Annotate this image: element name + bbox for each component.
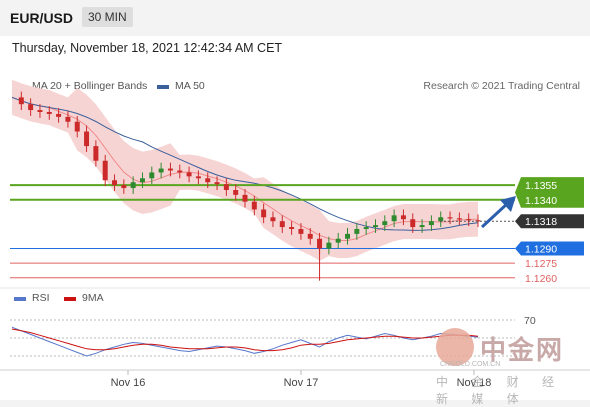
resistance-tag-label: 1.1355 xyxy=(525,180,557,192)
candle-body xyxy=(46,112,52,114)
rsi-legend-swatch xyxy=(14,297,26,301)
timestamp: Thursday, November 18, 2021 12:42:34 AM … xyxy=(12,41,283,55)
candle-body xyxy=(438,217,444,222)
candle-body xyxy=(400,215,406,220)
bb-legend-label: MA 20 + Bollinger Bands xyxy=(32,80,148,92)
candle-body xyxy=(74,121,80,132)
candle-body xyxy=(214,182,220,185)
candle-body xyxy=(326,242,332,249)
candle-body xyxy=(28,104,34,111)
candle-body xyxy=(354,229,360,234)
x-axis-label: Nov 16 xyxy=(111,377,146,389)
candle-body xyxy=(167,168,173,171)
forecast-arrow xyxy=(480,201,510,229)
x-axis-label: Nov 18 xyxy=(457,377,492,389)
candle-body xyxy=(382,221,388,226)
candle-body xyxy=(372,225,378,228)
candle-body xyxy=(298,229,304,234)
candle-body xyxy=(456,218,462,220)
candle-body xyxy=(84,131,90,147)
credit-text: Research © 2021 Trading Central xyxy=(423,80,580,92)
candle-body xyxy=(335,238,341,243)
bollinger-band xyxy=(12,79,478,261)
ma50-legend-label: MA 50 xyxy=(175,80,205,92)
candle-body xyxy=(195,176,201,179)
candle-body xyxy=(307,233,313,239)
watermark-logo xyxy=(436,328,474,366)
candle-body xyxy=(419,225,425,228)
timeframe-badge[interactable]: 30 MIN xyxy=(82,7,133,27)
candle-body xyxy=(102,160,108,181)
candle-body xyxy=(149,172,155,179)
support-tag-label: 1.1260 xyxy=(525,273,557,285)
watermark-logo-text: 中金网 xyxy=(480,335,565,365)
candle-body xyxy=(270,217,276,222)
rsi-reference-label: 70 xyxy=(524,315,536,327)
symbol-label: EUR/USD xyxy=(10,10,74,26)
rsi-ma-legend-label: 9MA xyxy=(82,292,104,304)
rsi-line xyxy=(11,326,479,357)
candle-body xyxy=(242,194,248,202)
candle-body xyxy=(428,221,434,226)
candle-body xyxy=(466,219,472,221)
candle-body xyxy=(177,170,183,173)
candle-body xyxy=(18,97,24,105)
current-price-tag xyxy=(515,214,584,229)
resistance-tag-label: 1.1340 xyxy=(525,195,557,207)
ma50-line xyxy=(11,96,479,231)
candle-body xyxy=(410,219,416,228)
candle-body xyxy=(65,116,71,122)
candle-body xyxy=(37,110,43,112)
ma50-legend-swatch xyxy=(157,85,169,89)
candle-body xyxy=(186,172,192,177)
rsi-ma-line xyxy=(11,328,479,352)
watermark-domain: CNGOLD.COM.CN xyxy=(440,361,501,368)
candle-body xyxy=(363,227,369,229)
candle-body xyxy=(279,221,285,228)
candle-body xyxy=(93,146,99,161)
x-axis-label: Nov 17 xyxy=(284,377,319,389)
rsi-legend-label: RSI xyxy=(32,292,50,304)
candle-body xyxy=(261,209,267,218)
candle-body xyxy=(158,168,164,173)
candle-body xyxy=(447,217,453,219)
candle-body xyxy=(139,178,145,183)
header-bar: EUR/USD 30 MIN xyxy=(0,0,590,36)
candle-body xyxy=(223,184,229,190)
forecast-arrow-head xyxy=(500,196,516,212)
candle-body xyxy=(56,113,62,117)
pivot-tag xyxy=(515,241,584,256)
pivot-tag-label: 1.1290 xyxy=(525,244,557,256)
watermark-tagline: 中 金 财 经 新 媒 体 xyxy=(436,375,565,406)
rsi-ma-legend-swatch xyxy=(64,297,76,301)
candle-body xyxy=(112,180,118,186)
candle-body xyxy=(205,178,211,183)
support-tag-label: 1.1275 xyxy=(525,258,557,270)
candle-body xyxy=(391,215,397,222)
candle-body xyxy=(251,201,257,210)
resistance-tag xyxy=(515,177,584,208)
candle-body xyxy=(345,233,351,239)
candle-body xyxy=(130,182,136,189)
candle-body xyxy=(121,185,127,189)
candle-body xyxy=(289,227,295,229)
current-price-tag-label: 1.1318 xyxy=(525,216,557,228)
candle-body xyxy=(233,190,239,195)
